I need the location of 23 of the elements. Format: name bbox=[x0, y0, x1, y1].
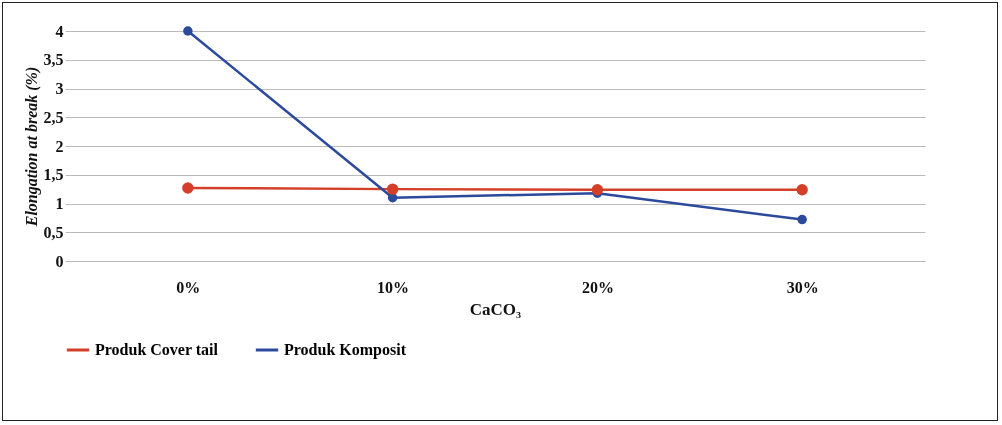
y-tick-label: 1 bbox=[55, 195, 64, 212]
point bbox=[796, 184, 808, 196]
x-tick-label: 20% bbox=[581, 278, 614, 296]
point bbox=[182, 182, 194, 194]
point bbox=[183, 26, 193, 36]
point bbox=[386, 183, 399, 195]
y-axis-title: Elongation at break (%) bbox=[22, 66, 41, 228]
x-tick-label: 30% bbox=[786, 278, 819, 296]
y-tick-label: 2,5 bbox=[43, 108, 64, 126]
x-axis-title: CaCO₃ bbox=[469, 299, 522, 319]
x-tick-label: 0% bbox=[176, 278, 201, 296]
point bbox=[591, 184, 604, 196]
legend-label: Produk Komposit bbox=[284, 341, 407, 359]
y-tick-label: 2 bbox=[55, 137, 64, 155]
point bbox=[797, 214, 807, 225]
x-tick-label: 10% bbox=[377, 278, 410, 296]
legend-label: Produk Cover tail bbox=[95, 341, 219, 358]
y-tick-label: 3,5 bbox=[43, 51, 64, 69]
y-tick-label: 0 bbox=[55, 252, 64, 270]
y-tick-label: 1,5 bbox=[43, 166, 64, 184]
y-tick-label: 3 bbox=[55, 80, 64, 97]
y-tick-label: 4 bbox=[55, 22, 64, 40]
y-tick-label: 0,5 bbox=[43, 223, 64, 241]
